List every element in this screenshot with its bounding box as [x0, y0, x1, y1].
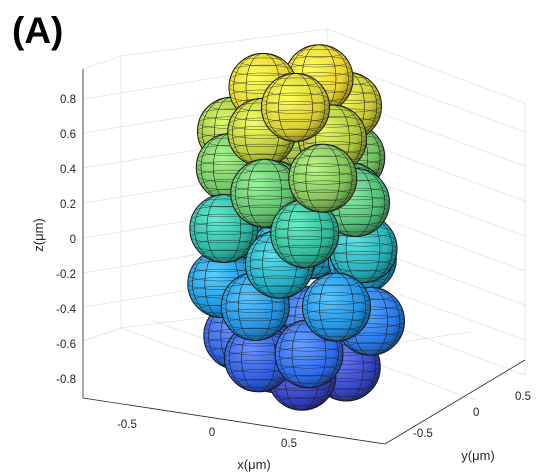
sphere-layer: [187, 44, 405, 411]
z-axis-ticks: -0.8 -0.6 -0.4 -0.2 0 0.2 0.4 0.6 0.8: [56, 94, 76, 386]
z-tick-label: -0.2: [56, 269, 76, 281]
x-tick-label: 0.5: [281, 438, 297, 450]
z-axis-label: z(μm): [31, 218, 46, 251]
x-tick-label: -0.5: [117, 419, 137, 431]
z-tick-label: -0.6: [56, 339, 76, 351]
panel-label: (A): [12, 10, 64, 51]
z-tick-label: 0.8: [60, 94, 76, 106]
y-tick-label: -0.5: [413, 428, 433, 440]
x-tick-label: 0: [209, 427, 215, 439]
axes-lines: [82, 69, 526, 445]
y-tick-label: 0.5: [515, 391, 531, 403]
z-tick-label: 0.2: [60, 199, 76, 211]
z-tick-label: -0.8: [56, 374, 76, 386]
z-tick-label: 0: [70, 234, 76, 246]
y-tick-label: 0: [473, 407, 479, 419]
sphere: [288, 143, 358, 213]
z-tick-label: -0.4: [56, 304, 76, 316]
x-axis-label: x(μm): [237, 457, 270, 472]
y-axis-label: y(μm): [461, 448, 494, 463]
z-tick-label: 0.4: [60, 164, 77, 176]
z-tick-label: 0.6: [60, 129, 76, 141]
x-axis-ticks: -0.5 0 0.5: [117, 419, 297, 450]
y-axis-ticks: -0.5 0 0.5: [413, 391, 531, 440]
sphere: [261, 72, 330, 142]
sphere: [302, 272, 371, 342]
